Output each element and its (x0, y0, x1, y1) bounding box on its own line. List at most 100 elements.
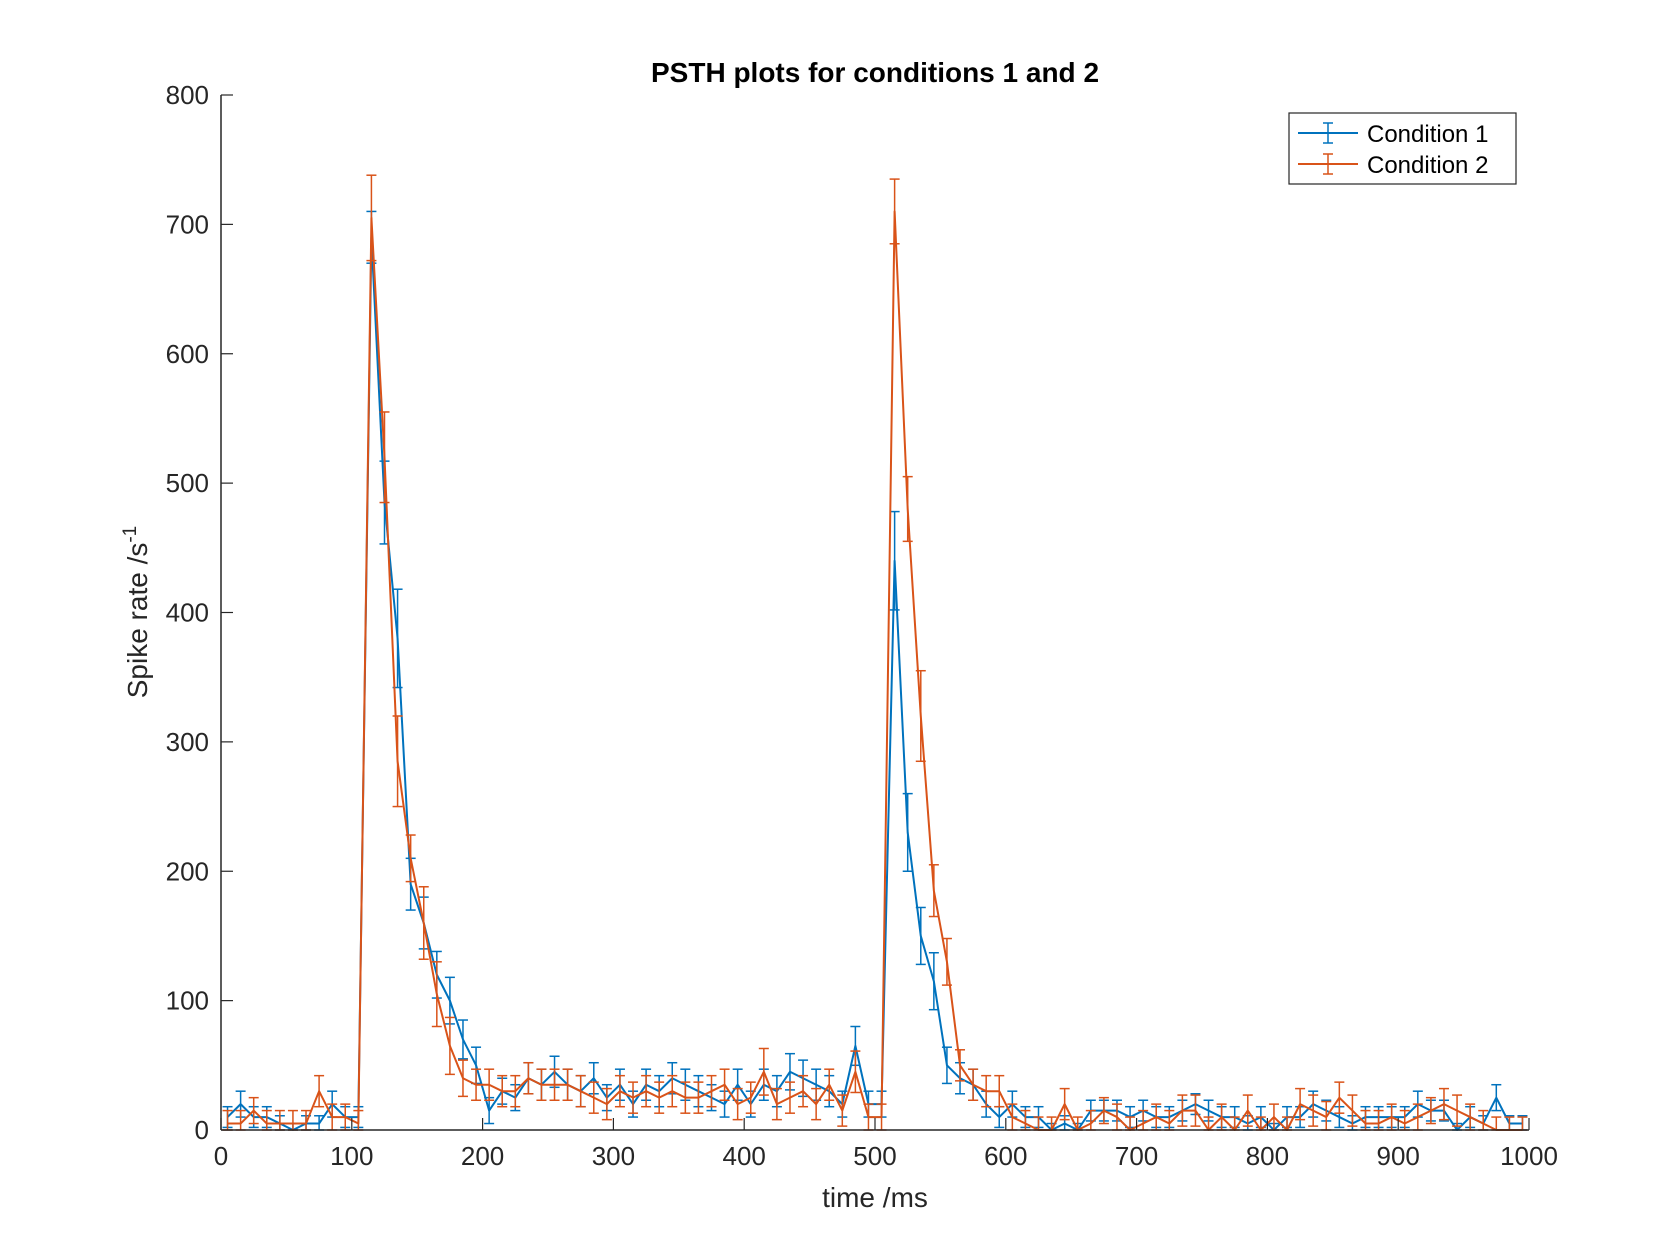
errorbar-point (366, 174, 377, 262)
errorbar-point (941, 937, 952, 986)
y-tick-label: 800 (166, 80, 209, 110)
legend-box (1288, 112, 1517, 185)
y-tick-label: 100 (166, 986, 209, 1016)
errorbar-point (588, 1081, 599, 1114)
y-axis-label: Spike rate /s-1 (120, 526, 153, 699)
series-layer (222, 174, 1528, 1131)
y-tick-label: 500 (166, 468, 209, 498)
errorbar-point (1098, 1096, 1109, 1125)
errorbar-point (745, 1081, 756, 1114)
x-tick-label: 200 (461, 1141, 504, 1171)
errorbar-point (680, 1081, 691, 1114)
legend: Condition 1 Condition 2 (1288, 112, 1517, 185)
errorbar-point (484, 1068, 495, 1101)
errorbar-point (392, 715, 403, 808)
errorbar-point (758, 1047, 769, 1096)
errorbar-point (1295, 1087, 1306, 1121)
errorbar-point (889, 178, 900, 245)
errorbar-point (981, 1074, 992, 1108)
y-tick-label: 400 (166, 598, 209, 628)
y-ticks: 0 100 200 300 400 500 600 700 800 (166, 80, 233, 1145)
y-tick-label: 600 (166, 339, 209, 369)
series-line-condition-1 (226, 236, 1523, 1131)
errorbar-point (379, 411, 390, 504)
errorbar-point (968, 1068, 979, 1101)
errorbar-point (889, 510, 900, 611)
errorbar-point (1438, 1087, 1449, 1121)
y-tick-label: 300 (166, 727, 209, 757)
errorbar-point (928, 864, 939, 918)
errorbar-point (510, 1074, 521, 1108)
y-tick-label: 700 (166, 209, 209, 239)
errorbar-point (902, 475, 913, 543)
errorbar-point (915, 669, 926, 763)
errorbar-point (1177, 1094, 1188, 1127)
errorbar-point (457, 1019, 468, 1060)
legend-entry-condition-2: Condition 2 (1298, 152, 1488, 179)
errorbar-point (248, 1096, 259, 1125)
errorbar-point (1190, 1094, 1201, 1127)
x-tick-label: 100 (330, 1141, 373, 1171)
x-tick-label: 500 (853, 1141, 896, 1171)
errorbar-point (418, 886, 429, 960)
errorbar-point (719, 1068, 730, 1101)
x-tick-label: 300 (592, 1141, 635, 1171)
legend-label-condition-2: Condition 2 (1367, 152, 1488, 179)
y-tick-label: 0 (195, 1115, 209, 1145)
errorbar-point (314, 1074, 325, 1108)
errorbar-point (955, 1049, 966, 1082)
errorbar-point (771, 1087, 782, 1121)
errorbar-point (1491, 1083, 1502, 1112)
series-condition-2 (222, 174, 1528, 1131)
errorbar-point (994, 1074, 1005, 1108)
errorbar-point (575, 1074, 586, 1108)
errorbar-point (562, 1068, 573, 1101)
x-axis-label: time /ms (822, 1182, 928, 1213)
errorbar-point (431, 961, 442, 1028)
x-ticks: 0 100 200 300 400 500 600 700 800 900 1000 (214, 1118, 1558, 1171)
errorbar-point (536, 1068, 547, 1101)
errorbar-point (628, 1081, 639, 1114)
errorbar-point (732, 1087, 743, 1121)
plot-area: 0 100 200 300 400 500 600 700 800 900 1000 0 100 200… (166, 80, 1558, 1171)
errorbar-point (614, 1074, 625, 1108)
errorbar-point (824, 1068, 835, 1101)
legend-entry-condition-1: Condition 1 (1298, 121, 1488, 148)
errorbar-point (706, 1074, 717, 1108)
errorbar-point (497, 1074, 508, 1108)
legend-label-condition-1: Condition 1 (1367, 121, 1488, 148)
errorbar-point (444, 1016, 455, 1076)
errorbar-point (1425, 1096, 1436, 1125)
errorbar-point (549, 1068, 560, 1101)
errorbar-point (941, 1046, 952, 1085)
errorbar-point (457, 1059, 468, 1098)
errorbar-point (798, 1074, 809, 1108)
x-tick-label: 900 (1377, 1141, 1420, 1171)
x-tick-label: 0 (214, 1141, 228, 1171)
series-line-condition-2 (227, 210, 1523, 1131)
errorbar-point (1334, 1081, 1345, 1114)
y-tick-label: 200 (166, 856, 209, 886)
errorbar-point (1059, 1087, 1070, 1121)
errorbar-point (850, 1050, 861, 1094)
errorbar-point (405, 834, 416, 883)
x-tick-label: 1000 (1500, 1141, 1558, 1171)
errorbar-point (667, 1074, 678, 1108)
errorbar-point (654, 1081, 665, 1114)
errorbar-point (471, 1068, 482, 1101)
x-tick-label: 600 (984, 1141, 1027, 1171)
errorbar-point (1452, 1094, 1463, 1127)
errorbar-point (641, 1074, 652, 1108)
x-tick-label: 800 (1246, 1141, 1289, 1171)
errorbar-point (693, 1081, 704, 1114)
errorbar-point (784, 1081, 795, 1114)
errorbar-point (1347, 1094, 1358, 1127)
errorbar-point (902, 792, 913, 872)
errorbar-point (523, 1061, 534, 1095)
errorbar-point (811, 1087, 822, 1121)
errorbar-point (837, 1094, 848, 1127)
errorbar-point (601, 1087, 612, 1121)
errorbar-point (915, 906, 926, 966)
x-tick-label: 700 (1115, 1141, 1158, 1171)
